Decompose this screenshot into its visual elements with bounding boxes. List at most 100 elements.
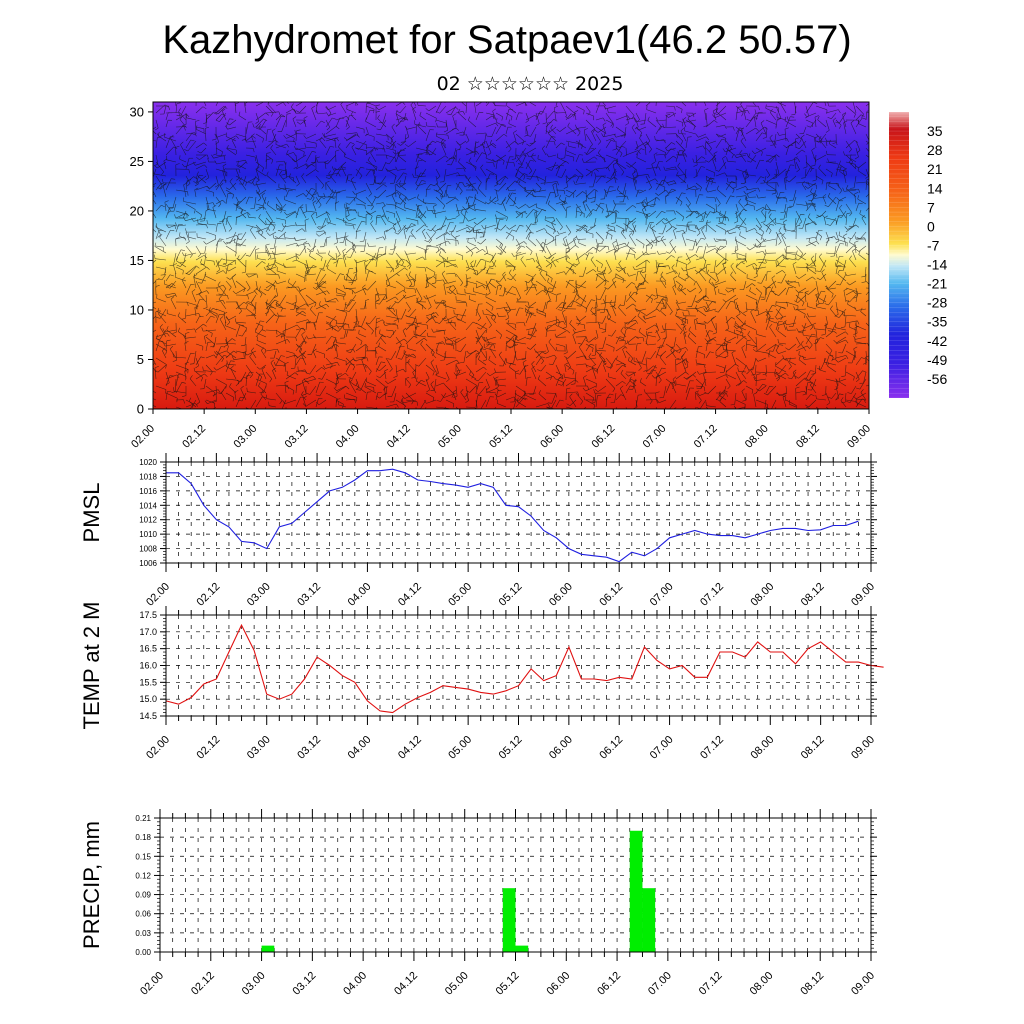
x-tick-label: 07.00	[648, 734, 676, 762]
colorbar-label: -21	[927, 276, 947, 292]
x-tick-label: 05.00	[443, 970, 471, 998]
panel-frame	[159, 817, 872, 953]
x-tick-label: 06.12	[597, 581, 625, 609]
x-tick-label: 02.00	[144, 734, 172, 762]
x-tick-label: 03.12	[283, 423, 311, 451]
x-tick-label: 02.12	[195, 581, 223, 609]
panel-frame	[165, 461, 872, 564]
x-tick-label: 06.12	[595, 970, 623, 998]
y-tick-label: 10	[130, 302, 144, 317]
y-tick-label: 30	[130, 104, 144, 119]
x-tick-label: 08.12	[798, 970, 826, 998]
x-tick-label: 05.12	[487, 423, 515, 451]
x-tick-label: 07.00	[646, 970, 674, 998]
x-tick-label: 06.00	[547, 581, 575, 609]
precip-bar	[629, 830, 643, 952]
y-tick-label: 1010	[139, 530, 157, 539]
x-tick-label: 08.00	[748, 581, 776, 609]
y-tick-label: 20	[130, 203, 144, 218]
y-axis-title: PMSL	[79, 483, 104, 543]
x-tick-label: 06.00	[547, 734, 575, 762]
pmsl-panel: 1006 1008 1010 1012 1014 1016 1018 1020 02.00 02.…	[79, 453, 877, 609]
x-tick-label: 03.00	[245, 734, 273, 762]
x-tick-label: 09.00	[849, 581, 877, 609]
x-tick-label: 06.00	[544, 970, 572, 998]
x-tick-label: 04.12	[396, 734, 424, 762]
y-tick-label: 1018	[139, 472, 157, 481]
precip-bar	[261, 945, 275, 952]
y-tick-label: 16.5	[139, 644, 157, 654]
colorbar: 35 28 21 14 7 0 -7 -14 -21 -28 -35 -42 -49 -56	[889, 111, 947, 399]
colorbar-label: 28	[927, 142, 943, 158]
y-tick-label: 0.06	[135, 910, 151, 919]
precip-panel: 0.00 0.03 0.06 0.09 0.12 0.15 0.18 0.21 02.00 02.…	[79, 809, 877, 998]
y-tick-label: 1016	[139, 487, 157, 496]
y-tick-label: 17.5	[139, 610, 157, 620]
x-tick-label: 03.00	[240, 970, 268, 998]
colorbar-label: 7	[927, 199, 935, 215]
y-tick-label: 1012	[139, 516, 157, 525]
panel-frame	[165, 614, 872, 717]
colorbar-label: 21	[927, 161, 943, 177]
y-tick-label: 0.21	[135, 814, 151, 823]
y-tick-label: 15.0	[139, 694, 157, 704]
x-tick-label: 05.12	[494, 970, 522, 998]
x-tick-label: 08.12	[799, 581, 827, 609]
x-tick-label: 04.00	[346, 734, 374, 762]
series-line	[166, 468, 859, 563]
colorbar-label: -56	[927, 371, 947, 387]
y-tick-label: 15	[130, 253, 144, 268]
precip-bar	[642, 888, 656, 952]
y-axis-title: TEMP at 2 M	[79, 602, 104, 730]
x-tick-label: 06.12	[597, 734, 625, 762]
colorbar-label: -7	[927, 237, 940, 253]
y-axis-title: PRECIP, mm	[79, 821, 104, 949]
x-tick-label: 05.12	[497, 734, 525, 762]
x-tick-label: 02.12	[189, 970, 217, 998]
y-tick-label: 14.5	[139, 711, 157, 721]
x-tick-label: 09.00	[849, 970, 877, 998]
colorbar-label: 14	[927, 180, 943, 196]
x-tick-label: 07.12	[697, 970, 725, 998]
x-tick-label: 05.12	[497, 581, 525, 609]
x-tick-label: 07.12	[698, 734, 726, 762]
heatmap-fill	[153, 102, 869, 409]
x-tick-label: 07.00	[648, 581, 676, 609]
x-tick-label: 03.12	[295, 581, 323, 609]
colorbar-label: 0	[927, 218, 935, 234]
y-tick-label: 1008	[139, 545, 157, 554]
x-tick-label: 05.00	[446, 581, 474, 609]
y-tick-label: 0.03	[135, 929, 151, 938]
chart-title: Kazhydromet for Satpaev1(46.2 50.57)	[162, 18, 852, 62]
series-line	[165, 623, 884, 714]
y-tick-label: 1014	[139, 501, 157, 510]
colorbar-label: -42	[927, 333, 947, 349]
x-tick-label: 08.12	[794, 423, 822, 451]
wind-barbs	[153, 102, 869, 409]
x-tick-label: 08.12	[799, 734, 827, 762]
x-tick-label: 04.00	[334, 423, 362, 451]
x-tick-label: 04.12	[385, 423, 413, 451]
x-tick-label: 08.00	[748, 970, 776, 998]
x-tick-label: 02.00	[138, 970, 166, 998]
y-tick-label: 25	[130, 154, 144, 169]
y-tick-label: 0.00	[135, 948, 151, 957]
x-tick-label: 04.00	[346, 581, 374, 609]
x-tick-label: 04.12	[396, 581, 424, 609]
x-tick-label: 07.00	[641, 423, 669, 451]
y-tick-label: 16.0	[139, 661, 157, 671]
colorbar-label: -28	[927, 295, 947, 311]
x-tick-label: 08.00	[743, 423, 771, 451]
colorbar-label: -14	[927, 257, 947, 273]
x-tick-label: 03.00	[231, 423, 259, 451]
x-tick-label: 08.00	[748, 734, 776, 762]
y-tick-label: 0.18	[135, 833, 151, 842]
colorbar-label: -49	[927, 352, 947, 368]
x-tick-label: 05.00	[436, 423, 464, 451]
chart-subtitle: 02 ☆☆☆☆☆☆ 2025	[436, 73, 624, 95]
x-tick-label: 09.00	[849, 734, 877, 762]
x-tick-label: 06.00	[538, 423, 566, 451]
x-tick-label: 07.12	[698, 581, 726, 609]
y-tick-label: 1020	[139, 458, 157, 467]
